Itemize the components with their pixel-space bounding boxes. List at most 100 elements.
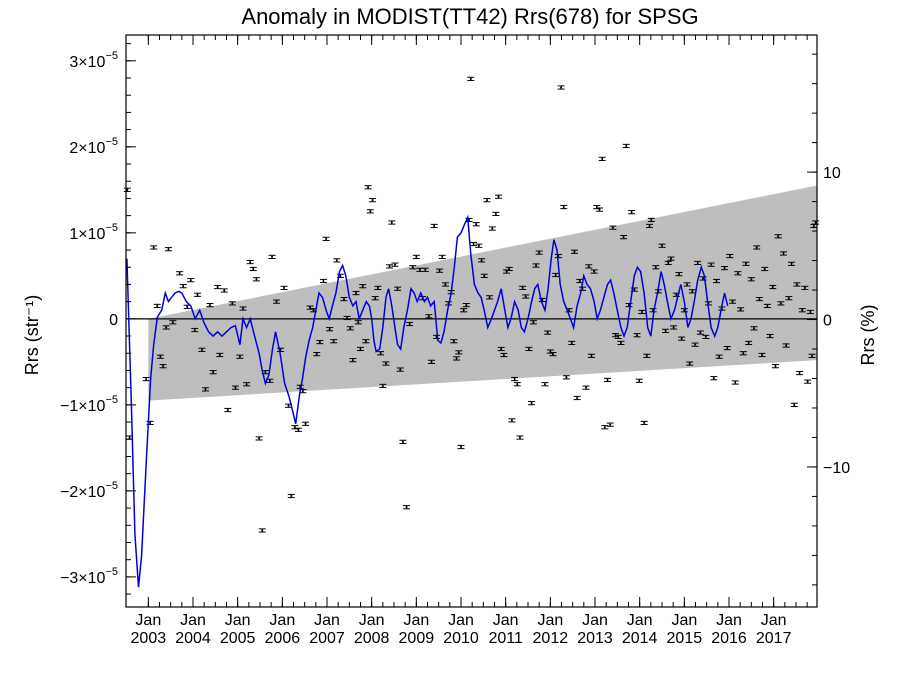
- point-marker: [669, 257, 672, 260]
- data-point: [441, 282, 449, 287]
- point-marker: [223, 289, 226, 292]
- y-axis-label-right: Rrs (%): [858, 305, 878, 366]
- data-point: [179, 284, 187, 289]
- data-point: [678, 336, 686, 341]
- point-marker: [234, 386, 237, 389]
- point-marker: [699, 331, 702, 334]
- data-point: [726, 253, 734, 259]
- data-point: [804, 379, 812, 384]
- data-point: [788, 261, 796, 266]
- point-marker: [226, 409, 229, 412]
- x-tick-label-year: 2009: [399, 630, 435, 647]
- data-point: [273, 299, 281, 304]
- data-point: [675, 272, 683, 277]
- point-marker: [611, 226, 614, 229]
- data-point: [808, 353, 816, 358]
- point-marker: [325, 237, 328, 240]
- data-point: [664, 260, 672, 266]
- point-marker: [718, 355, 721, 358]
- data-point: [513, 382, 521, 387]
- data-point: [609, 225, 617, 230]
- data-point: [522, 294, 530, 299]
- point-marker: [346, 316, 349, 319]
- point-marker: [283, 286, 286, 289]
- point-marker: [287, 404, 290, 407]
- data-point: [796, 370, 804, 376]
- point-marker: [787, 297, 790, 300]
- point-marker: [562, 206, 565, 209]
- point-marker: [249, 261, 252, 264]
- point-marker: [798, 372, 801, 375]
- data-point: [519, 285, 527, 290]
- data-point: [492, 211, 500, 217]
- data-point: [366, 209, 374, 214]
- point-marker: [457, 351, 460, 354]
- point-marker: [795, 283, 798, 286]
- point-marker: [552, 353, 555, 356]
- uncertainty-band: [148, 185, 817, 401]
- y-tick-label: −3×10−5: [60, 566, 118, 587]
- y-axis-label-left: Rrs (str⁻¹): [22, 295, 42, 375]
- point-marker: [744, 262, 747, 265]
- x-tick-label-year: 2008: [354, 630, 390, 647]
- data-point: [747, 277, 755, 282]
- data-point: [532, 263, 540, 268]
- data-point: [766, 333, 774, 339]
- point-marker: [710, 263, 713, 266]
- x-tick-label-month: Jan: [225, 612, 251, 629]
- point-marker: [290, 495, 293, 498]
- point-marker: [809, 310, 812, 313]
- data-point: [662, 328, 670, 333]
- point-marker: [546, 331, 549, 334]
- point-marker: [418, 268, 421, 271]
- data-point: [374, 285, 382, 290]
- y-tick-label: 2×10−5: [69, 136, 118, 157]
- x-tick-label-month: Jan: [716, 612, 742, 629]
- point-marker: [315, 353, 318, 356]
- data-point: [399, 439, 407, 444]
- data-point: [806, 309, 814, 315]
- x-tick-label-month: Jan: [180, 612, 206, 629]
- data-point: [243, 382, 251, 387]
- data-point: [638, 309, 646, 315]
- data-point: [570, 249, 578, 254]
- point-marker: [622, 236, 625, 239]
- y-right-tick-label: 0: [823, 313, 832, 330]
- data-point: [255, 436, 263, 441]
- data-point: [750, 326, 758, 331]
- data-point: [525, 346, 533, 352]
- point-marker: [491, 227, 494, 230]
- point-marker: [438, 269, 441, 272]
- point-marker: [587, 265, 590, 268]
- point-marker: [381, 384, 384, 387]
- point-marker: [500, 347, 503, 350]
- data-point: [153, 303, 161, 309]
- data-point: [382, 361, 390, 366]
- point-marker: [619, 341, 622, 344]
- data-point: [287, 493, 295, 499]
- data-point: [239, 306, 247, 311]
- data-point: [386, 264, 394, 269]
- point-marker: [384, 362, 387, 365]
- point-marker: [593, 270, 596, 273]
- data-point: [236, 354, 244, 359]
- point-marker: [535, 264, 538, 267]
- point-marker: [777, 235, 780, 238]
- point-marker: [193, 329, 196, 332]
- point-marker: [814, 221, 817, 224]
- point-marker: [518, 436, 521, 439]
- data-point: [557, 85, 565, 90]
- point-marker: [371, 199, 374, 202]
- data-point: [352, 290, 360, 296]
- point-marker: [625, 144, 628, 147]
- data-point: [500, 352, 508, 358]
- data-point: [421, 267, 429, 272]
- point-marker: [508, 267, 511, 270]
- data-point: [587, 353, 595, 358]
- data-point: [604, 377, 612, 383]
- y-tick-label: 0: [109, 312, 118, 329]
- data-point: [322, 236, 330, 241]
- data-point: [652, 265, 660, 270]
- data-point: [590, 269, 598, 274]
- point-marker: [415, 255, 418, 258]
